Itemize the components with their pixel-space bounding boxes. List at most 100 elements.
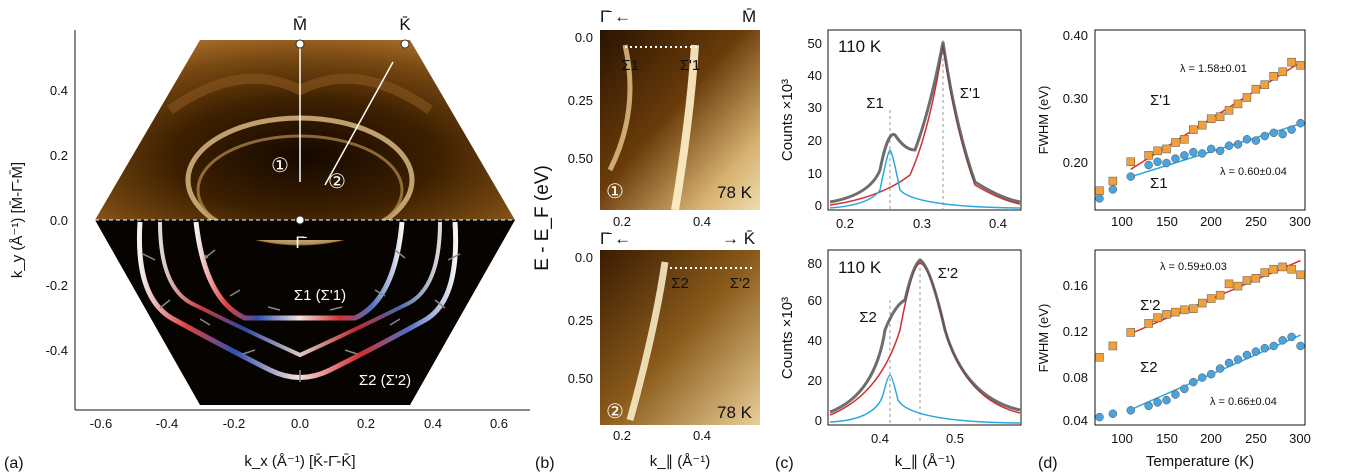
data-point: [1162, 395, 1171, 405]
bz-lower-dark: [190, 220, 420, 240]
data-point: [1171, 154, 1180, 163]
data-point: [1251, 84, 1261, 94]
c-ytick: 80: [808, 256, 822, 271]
b-bottom-band: [626, 261, 669, 421]
data-point: [1242, 350, 1252, 360]
d-xtick: 250: [1245, 431, 1267, 446]
d-ytick: 0.40: [1063, 28, 1088, 43]
a-ylabel: k_y (Å⁻¹) [M̄-Γ̄-M̄]: [9, 162, 26, 278]
d-bottom-frame: [1094, 249, 1306, 426]
a-xtick: 0.4: [424, 416, 442, 431]
a-xtick: -0.2: [223, 416, 245, 431]
data-point: [1180, 305, 1189, 315]
data-point: [1144, 151, 1153, 160]
a-xtick: 0.0: [291, 416, 309, 431]
c-panel-label: (c): [775, 455, 794, 472]
b-top-left-label: Γ̄ ←: [600, 7, 631, 26]
a-xtick: -0.6: [90, 416, 112, 431]
cut-line-2: [324, 61, 394, 186]
b-bottom-yticks: 0.0 0.25 0.50: [568, 250, 593, 386]
d-bottom-marks: [1095, 259, 1305, 422]
c-bottom-xtick: 0.4: [871, 431, 889, 446]
d-xtick: 300: [1289, 431, 1311, 446]
c-top-temp: 110 K: [838, 37, 882, 56]
data-point: [1278, 67, 1287, 77]
c-ytick: 40: [808, 68, 822, 83]
d-ytick: 0.04: [1063, 413, 1088, 428]
b-ylabel: E - E_F (eV): [532, 165, 553, 271]
data-point: [1206, 294, 1216, 303]
b-bottom-right-label: → K̄: [722, 229, 756, 248]
c-ytick: 20: [808, 373, 822, 388]
a-xtick: 0.6: [490, 416, 508, 431]
data-point: [1233, 140, 1243, 149]
d-xtick: 200: [1200, 431, 1222, 446]
data-point: [1108, 341, 1118, 351]
c-bottom-temp: 110 K: [838, 258, 882, 277]
cut-label-1: ①: [271, 155, 289, 177]
b-top-xtick: 0.2: [613, 214, 631, 229]
b-ytick: 0.50: [568, 371, 593, 386]
a-xlabel: k_x (Å⁻¹) [K̄-Γ̄-K̄]: [244, 453, 355, 470]
data-point: [1269, 128, 1278, 138]
d-top-lambda1: λ = 1.58±0.01: [1180, 63, 1247, 75]
c-ytick: 40: [808, 333, 822, 348]
data-point: [1242, 135, 1252, 144]
c-xlabel: k_∥ (Å⁻¹): [895, 453, 955, 470]
data-point: [1153, 146, 1162, 156]
data-point: [1296, 61, 1305, 70]
data-point: [1153, 313, 1162, 322]
m-point-marker: [295, 39, 305, 49]
b-ytick: 0.50: [568, 151, 593, 166]
data-point: [1126, 328, 1135, 337]
d-bottom-series2: Σ2: [1140, 359, 1158, 376]
top-label-k: K̄: [399, 15, 411, 34]
data-point: [1260, 80, 1270, 89]
d-xtick: 250: [1245, 214, 1267, 229]
spin-arrows: [142, 249, 461, 382]
data-point: [1278, 129, 1287, 139]
data-point: [1189, 125, 1198, 134]
b-top-line1: Σ1: [621, 57, 639, 74]
data-point: [1251, 347, 1261, 356]
d-ytick: 0.12: [1063, 324, 1088, 339]
data-point: [1224, 106, 1234, 115]
c-top-yticks: 0 10 20 30 40 50: [808, 36, 822, 213]
b-ytick: 0.25: [568, 93, 593, 108]
d-xtick: 100: [1111, 431, 1133, 446]
c-top-xtick: 0.4: [989, 216, 1007, 231]
data-point: [1269, 72, 1278, 81]
c-ytick: 0: [815, 413, 822, 428]
a-ytick: 0.4: [50, 83, 68, 98]
bz-upper-half: [95, 40, 515, 220]
c-bottom-blue-fit: [829, 374, 1021, 424]
d-top-lambda2: λ = 0.60±0.04: [1220, 166, 1287, 178]
data-point: [1108, 409, 1118, 418]
b-bottom-line2: Σ'2: [730, 275, 750, 292]
b-bottom-line1: Σ2: [671, 275, 689, 292]
panel-b: Γ̄ ← M̄ Σ1 Σ'1 ① 78 K Γ̄ ← → K̄ Σ2 Σ'2 ②…: [532, 7, 760, 472]
data-point: [1144, 401, 1153, 411]
b-top-xtick: 0.4: [693, 214, 711, 229]
data-point: [1095, 412, 1104, 422]
gamma-label: Γ̄: [295, 233, 307, 252]
a-xticks: -0.6 -0.4 -0.2 0.0 0.2 0.4 0.6: [90, 416, 508, 431]
data-point: [1233, 281, 1243, 291]
data-point: [1153, 398, 1162, 407]
d-xtick: 300: [1289, 214, 1311, 229]
data-point: [1215, 364, 1225, 373]
c-ytick: 10: [808, 166, 822, 181]
band-sigma2-inner: [158, 221, 442, 358]
data-point: [1224, 279, 1234, 289]
data-point: [1287, 264, 1296, 274]
c-ytick: 50: [808, 36, 822, 51]
b-top-cut: ①: [606, 181, 624, 203]
data-point: [1108, 176, 1118, 186]
a-ytick: 0.0: [50, 213, 68, 228]
c-ytick: 20: [808, 133, 822, 148]
d-top-frame: [1094, 29, 1306, 211]
data-point: [1108, 185, 1118, 194]
c-bottom-frame: [827, 249, 1022, 426]
data-point: [1224, 141, 1234, 150]
